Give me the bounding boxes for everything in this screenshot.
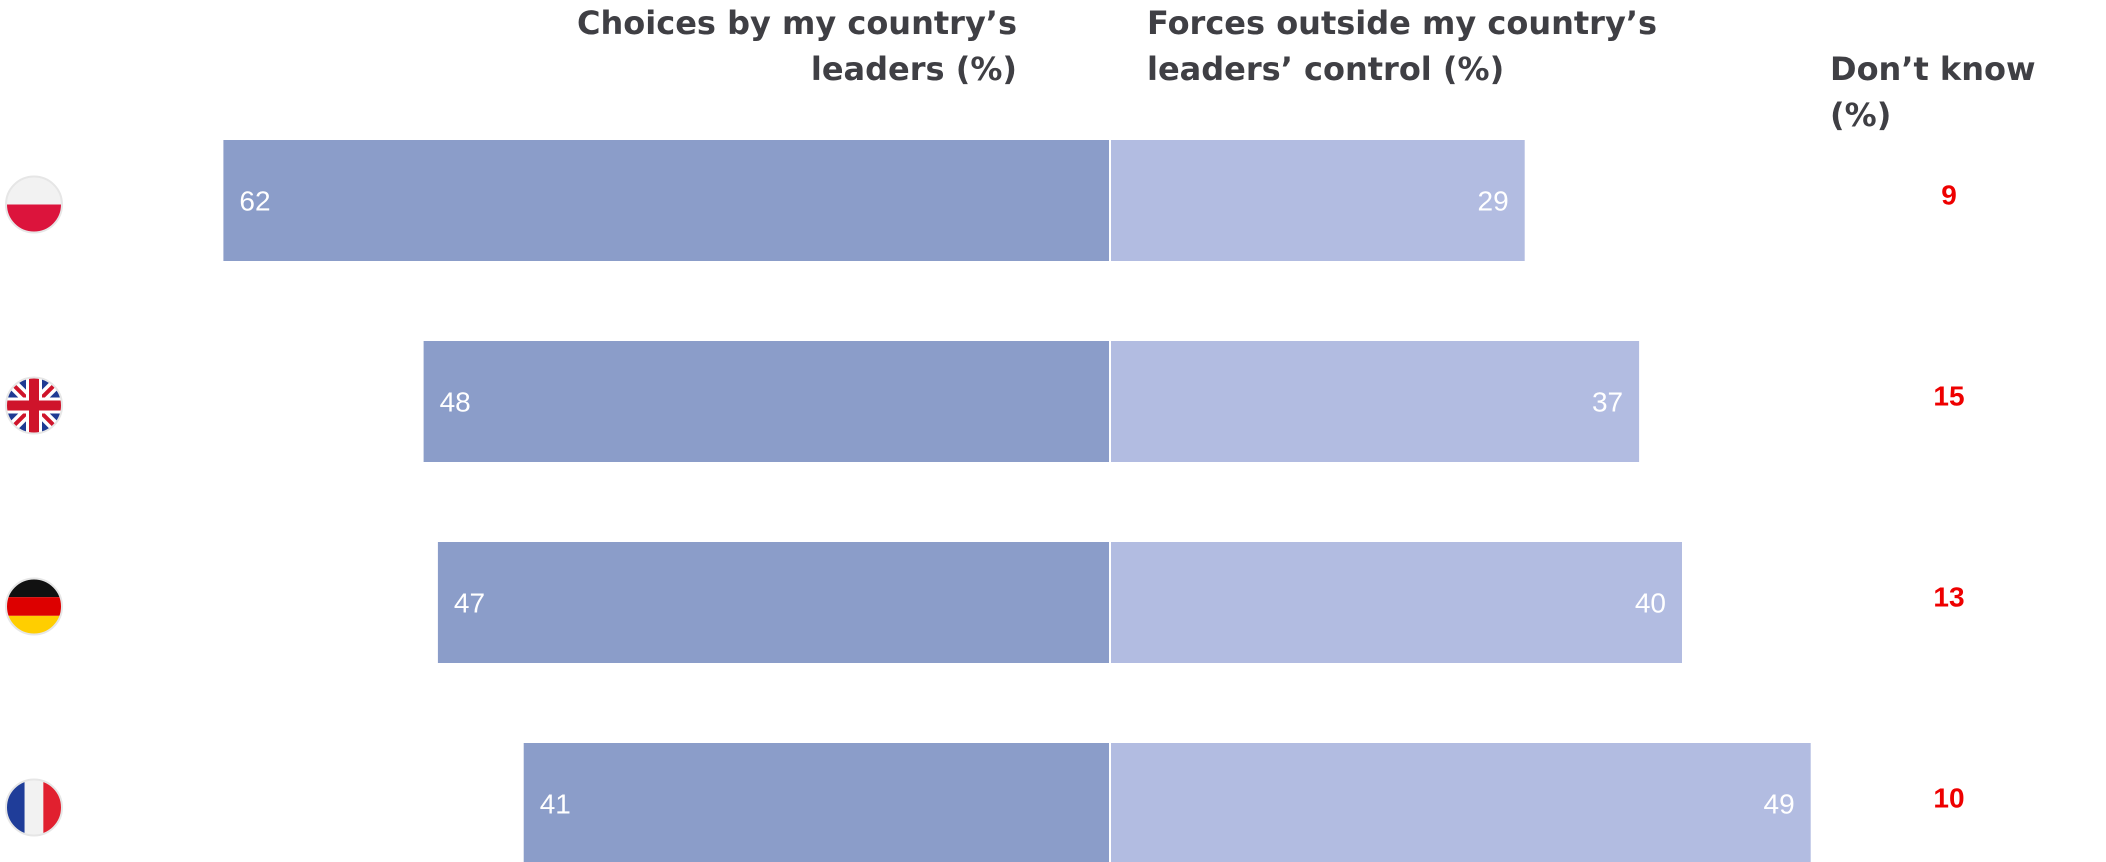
bar-forces-france [1110,743,1811,862]
bar-forces-germany [1110,542,1682,663]
france-flag-icon [5,778,63,837]
value-label-dont-know: 13 [1933,582,1964,613]
header-forces-outside-control: Forces outside my country’s leaders’ con… [1147,4,1658,88]
value-label-dont-know: 9 [1941,180,1957,211]
header-choices-by-leaders: Choices by my country’s leaders (%) [577,4,1017,88]
value-label-forces: 29 [1478,186,1509,217]
bar-choices-poland [223,140,1110,261]
bar-forces-poland [1110,140,1525,261]
germany-flag-icon [5,577,63,636]
value-label-forces: 49 [1764,789,1795,820]
value-label-dont-know: 15 [1933,381,1964,412]
header-dont-know: Don’t know (%) [1830,50,2036,134]
value-label-choices: 47 [454,588,485,619]
bar-forces-united-kingdom [1110,341,1640,462]
uk-flag-icon [5,376,63,435]
value-label-choices: 62 [239,186,270,217]
value-label-choices: 48 [440,387,471,418]
bar-choices-united-kingdom [423,341,1111,462]
poland-flag-icon [5,175,63,234]
value-label-choices: 41 [540,789,571,820]
bar-choices-france [523,743,1110,862]
bar-choices-germany [437,542,1110,663]
value-label-forces: 37 [1592,387,1623,418]
value-label-dont-know: 10 [1933,783,1964,814]
value-label-forces: 40 [1635,588,1666,619]
